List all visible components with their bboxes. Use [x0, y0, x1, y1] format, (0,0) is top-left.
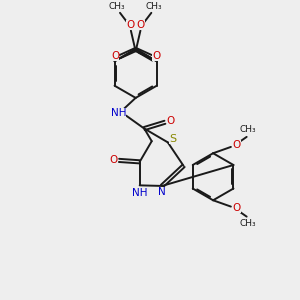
Text: CH₃: CH₃ [109, 2, 125, 11]
Text: N: N [158, 187, 166, 197]
Text: O: O [109, 155, 117, 165]
Text: CH₃: CH₃ [240, 125, 256, 134]
Text: O: O [126, 20, 134, 30]
Text: O: O [167, 116, 175, 126]
Text: S: S [169, 134, 176, 145]
Text: NH: NH [111, 108, 126, 118]
Text: O: O [152, 51, 160, 62]
Text: CH₃: CH₃ [146, 2, 163, 11]
Text: O: O [232, 203, 241, 213]
Text: O: O [137, 20, 145, 30]
Text: O: O [111, 51, 119, 62]
Text: O: O [232, 140, 241, 151]
Text: CH₃: CH₃ [240, 219, 256, 228]
Text: NH: NH [133, 188, 148, 197]
